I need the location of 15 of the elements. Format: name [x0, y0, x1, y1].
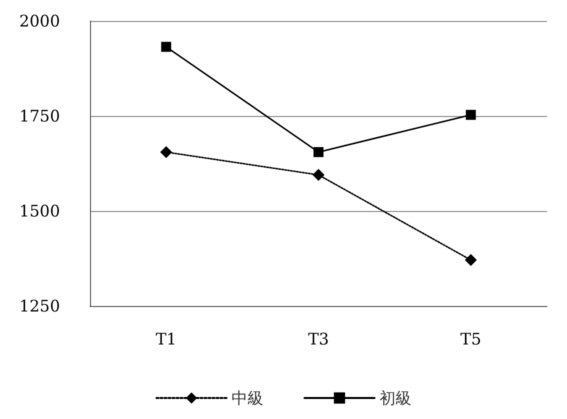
- point: [161, 42, 172, 52]
- point: [466, 110, 476, 120]
- y-tick-label: 1250: [19, 296, 60, 316]
- x-tick-label: T1: [156, 330, 177, 348]
- point: [464, 254, 477, 266]
- y-tick-label: 1500: [19, 202, 60, 220]
- point: [160, 146, 172, 158]
- point: [314, 147, 324, 158]
- legend-label: 中級: [232, 388, 264, 408]
- y-tick-label: 2000: [19, 12, 60, 30]
- x-tick-label: T3: [308, 330, 329, 348]
- x-tick-label: T5: [460, 330, 482, 348]
- legend-label: 初級: [380, 388, 412, 408]
- y-tick-label: 1750: [19, 106, 60, 126]
- point: [312, 168, 324, 181]
